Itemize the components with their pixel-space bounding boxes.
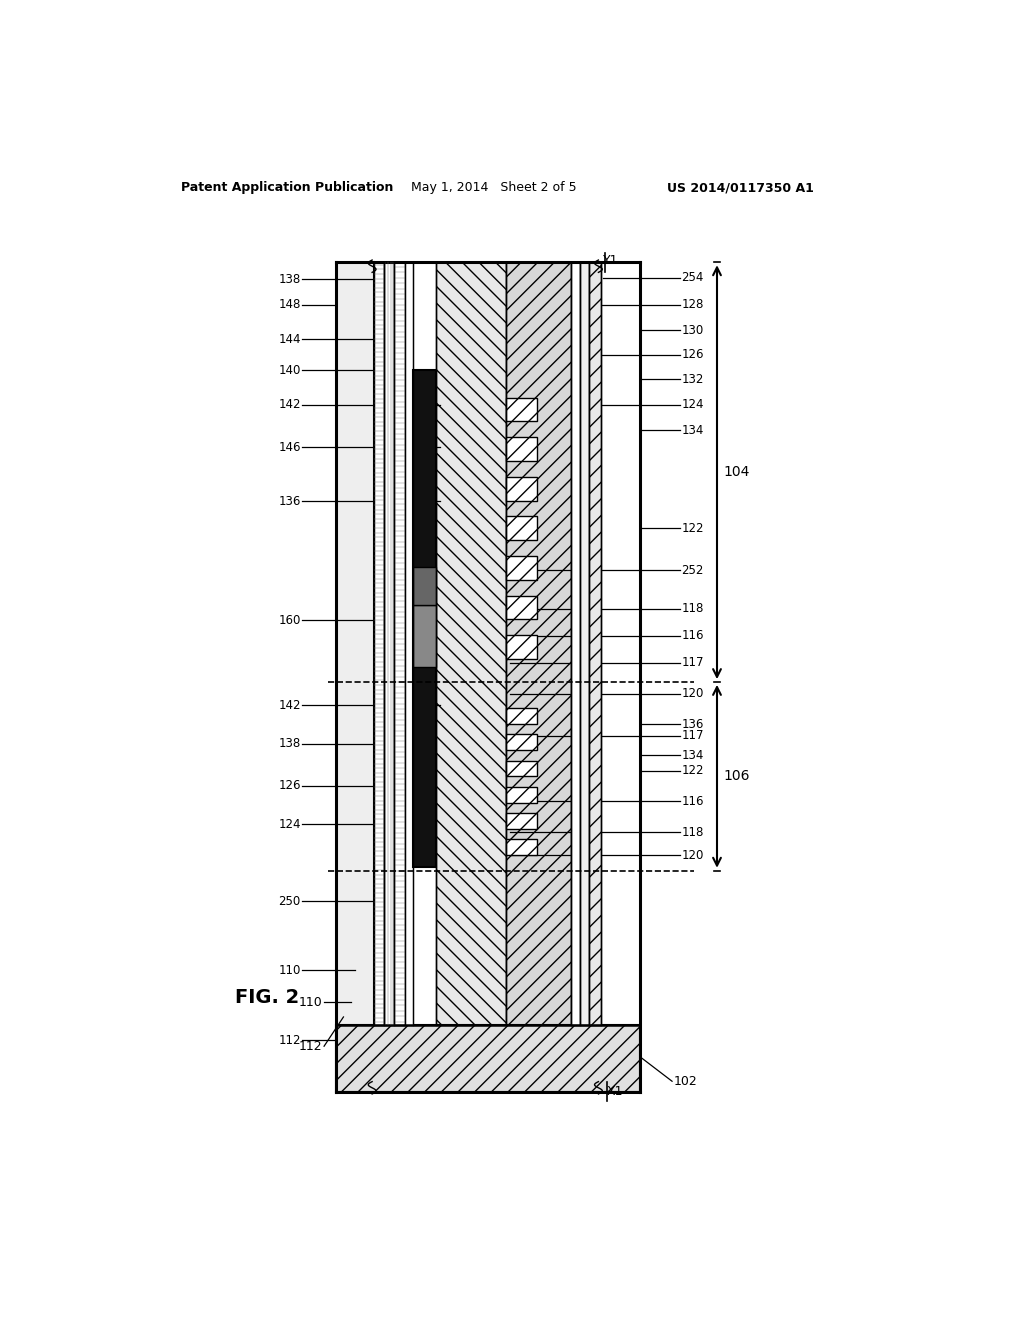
Bar bbox=[506, 263, 571, 1024]
Text: 128: 128 bbox=[681, 298, 703, 312]
Text: 112: 112 bbox=[279, 1034, 301, 1047]
Text: 144: 144 bbox=[279, 333, 301, 346]
Bar bbox=[506, 787, 538, 803]
Text: FIG. 2: FIG. 2 bbox=[234, 989, 299, 1007]
Text: Y1: Y1 bbox=[603, 253, 618, 267]
Bar bbox=[506, 840, 538, 855]
Text: 118: 118 bbox=[681, 602, 703, 615]
Bar bbox=[406, 263, 414, 1024]
Bar bbox=[394, 263, 406, 1024]
Bar bbox=[384, 263, 394, 1024]
Bar bbox=[506, 734, 538, 750]
Text: US 2014/0117350 A1: US 2014/0117350 A1 bbox=[667, 181, 813, 194]
Text: 126: 126 bbox=[681, 348, 703, 362]
Text: 136: 136 bbox=[681, 718, 703, 731]
Text: 254: 254 bbox=[681, 271, 703, 284]
Bar bbox=[580, 263, 589, 1024]
Text: 126: 126 bbox=[279, 779, 301, 792]
Bar bbox=[506, 477, 538, 500]
Bar bbox=[506, 437, 538, 461]
Text: Patent Application Publication: Patent Application Publication bbox=[180, 181, 393, 194]
Bar bbox=[336, 1024, 640, 1092]
Text: 142: 142 bbox=[279, 698, 301, 711]
Text: 118: 118 bbox=[681, 825, 703, 838]
Text: 124: 124 bbox=[681, 399, 703, 412]
Bar bbox=[506, 595, 538, 619]
Text: 134: 134 bbox=[681, 424, 703, 437]
Text: 120: 120 bbox=[681, 849, 703, 862]
Text: 132: 132 bbox=[681, 372, 703, 385]
Text: 110: 110 bbox=[279, 964, 301, 977]
Text: 102: 102 bbox=[674, 1074, 697, 1088]
Bar bbox=[435, 263, 506, 1024]
Text: May 1, 2014   Sheet 2 of 5: May 1, 2014 Sheet 2 of 5 bbox=[411, 181, 577, 194]
Text: 252: 252 bbox=[681, 564, 703, 577]
Text: 117: 117 bbox=[681, 656, 703, 669]
Text: 124: 124 bbox=[279, 818, 301, 832]
Text: X1: X1 bbox=[607, 1085, 624, 1098]
Text: 134: 134 bbox=[681, 748, 703, 762]
Text: 146: 146 bbox=[279, 441, 301, 454]
Bar bbox=[414, 605, 435, 667]
Bar bbox=[506, 556, 538, 579]
Bar bbox=[375, 263, 384, 1024]
Text: 148: 148 bbox=[279, 298, 301, 312]
Text: 140: 140 bbox=[279, 363, 301, 376]
Text: 160: 160 bbox=[279, 614, 301, 627]
Text: 130: 130 bbox=[681, 323, 703, 337]
Text: 106: 106 bbox=[723, 770, 750, 783]
Bar bbox=[506, 397, 538, 421]
Bar bbox=[506, 635, 538, 659]
Bar bbox=[506, 516, 538, 540]
Text: 122: 122 bbox=[681, 521, 703, 535]
Text: 138: 138 bbox=[279, 737, 301, 750]
Bar bbox=[336, 263, 375, 1024]
Text: 122: 122 bbox=[681, 764, 703, 777]
Text: 116: 116 bbox=[681, 630, 703, 643]
Bar bbox=[506, 760, 538, 776]
Text: 117: 117 bbox=[681, 730, 703, 742]
Bar bbox=[506, 708, 538, 723]
Text: 142: 142 bbox=[279, 399, 301, 412]
Bar bbox=[589, 263, 601, 1024]
Bar bbox=[414, 370, 435, 867]
Bar bbox=[414, 566, 435, 605]
Text: 138: 138 bbox=[279, 273, 301, 286]
Text: 104: 104 bbox=[723, 465, 750, 479]
Text: 120: 120 bbox=[681, 686, 703, 700]
Bar bbox=[571, 263, 580, 1024]
Text: 136: 136 bbox=[279, 495, 301, 508]
Bar bbox=[506, 813, 538, 829]
Text: 110: 110 bbox=[299, 995, 323, 1008]
Text: 250: 250 bbox=[279, 895, 301, 908]
Text: 116: 116 bbox=[681, 795, 703, 808]
Text: 112: 112 bbox=[299, 1040, 323, 1053]
